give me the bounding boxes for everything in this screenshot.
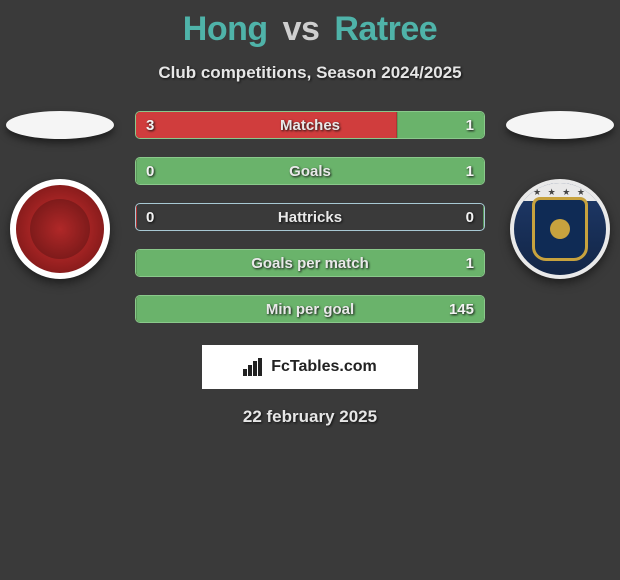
stat-label: Goals [136, 163, 484, 180]
stat-label: Hattricks [136, 209, 484, 226]
player1-side [0, 111, 120, 279]
subtitle: Club competitions, Season 2024/2025 [0, 63, 620, 83]
player1-name: Hong [183, 10, 268, 48]
stat-row: Goals per match1 [135, 249, 485, 277]
player1-club-logo [10, 179, 110, 279]
brand-chart-icon [243, 358, 265, 376]
stat-bars: 3Matches10Goals10Hattricks0Goals per mat… [135, 111, 485, 323]
stat-value-right: 1 [466, 255, 474, 272]
page-title: Hong vs Ratree [0, 0, 620, 49]
comparison-container: ★ ★ ★ ★ 3Matches10Goals10Hattricks0Goals… [0, 111, 620, 323]
player2-name: Ratree [334, 10, 437, 48]
player2-side: ★ ★ ★ ★ [500, 111, 620, 279]
stars-icon: ★ ★ ★ ★ [533, 187, 587, 198]
stat-label: Matches [136, 117, 484, 134]
player2-flag-icon [506, 111, 614, 139]
stat-label: Min per goal [136, 301, 484, 318]
stat-row: 3Matches1 [135, 111, 485, 139]
date-line: 22 february 2025 [0, 407, 620, 427]
stat-row: Min per goal145 [135, 295, 485, 323]
stat-value-right: 1 [466, 163, 474, 180]
stat-row: 0Hattricks0 [135, 203, 485, 231]
shield-icon [532, 197, 588, 261]
stat-value-right: 1 [466, 117, 474, 134]
player1-flag-icon [6, 111, 114, 139]
brand-box[interactable]: FcTables.com [202, 345, 418, 389]
player2-club-logo: ★ ★ ★ ★ [510, 179, 610, 279]
stat-label: Goals per match [136, 255, 484, 272]
stat-value-right: 0 [466, 209, 474, 226]
stat-value-right: 145 [449, 301, 474, 318]
stat-row: 0Goals1 [135, 157, 485, 185]
vs-text: vs [283, 10, 320, 48]
brand-text: FcTables.com [271, 358, 377, 376]
